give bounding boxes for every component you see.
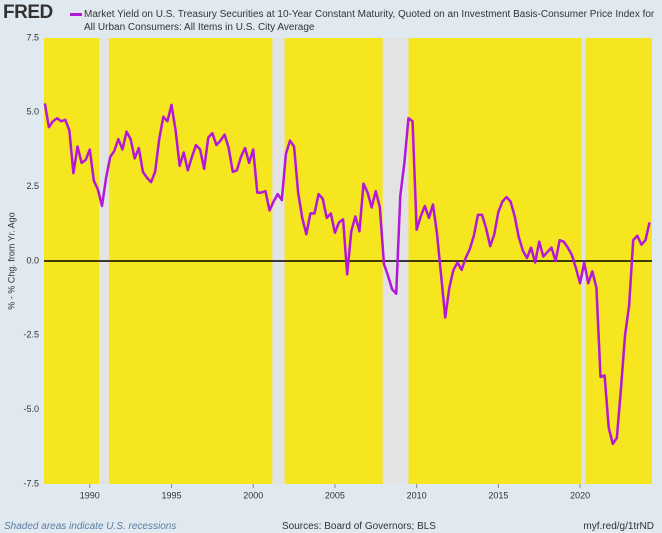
y-tick-label: -5.0 [23, 404, 39, 414]
x-tick-label: 2000 [243, 490, 263, 500]
y-tick-label: -7.5 [23, 478, 39, 488]
series-line [43, 103, 651, 446]
legend-swatch [70, 13, 82, 16]
y-tick-label: 2.5 [26, 181, 39, 191]
legend: Market Yield on U.S. Treasury Securities… [70, 8, 662, 34]
recession-note: Shaded areas indicate U.S. recessions [4, 521, 177, 532]
x-tick-label: 2005 [325, 490, 345, 500]
x-tick-label: 2020 [570, 490, 590, 500]
logo: FRED [3, 2, 53, 23]
x-tick-label: 2010 [407, 490, 427, 500]
y-tick-label: 0.0 [26, 255, 39, 265]
x-tick-label: 1990 [80, 490, 100, 500]
y-axis-label: % - % Chg. from Yr. Ago [6, 212, 16, 309]
source: Sources: Board of Governors; BLS [282, 521, 436, 532]
link: myf.red/g/1trND [583, 521, 654, 532]
x-tick-label: 1995 [161, 490, 181, 500]
y-tick-label: 5.0 [26, 107, 39, 117]
y-tick-label: -2.5 [23, 330, 39, 340]
legend-label: Market Yield on U.S. Treasury Securities… [84, 9, 655, 33]
y-tick-label: 7.5 [26, 32, 39, 42]
x-tick-label: 2015 [488, 490, 508, 500]
